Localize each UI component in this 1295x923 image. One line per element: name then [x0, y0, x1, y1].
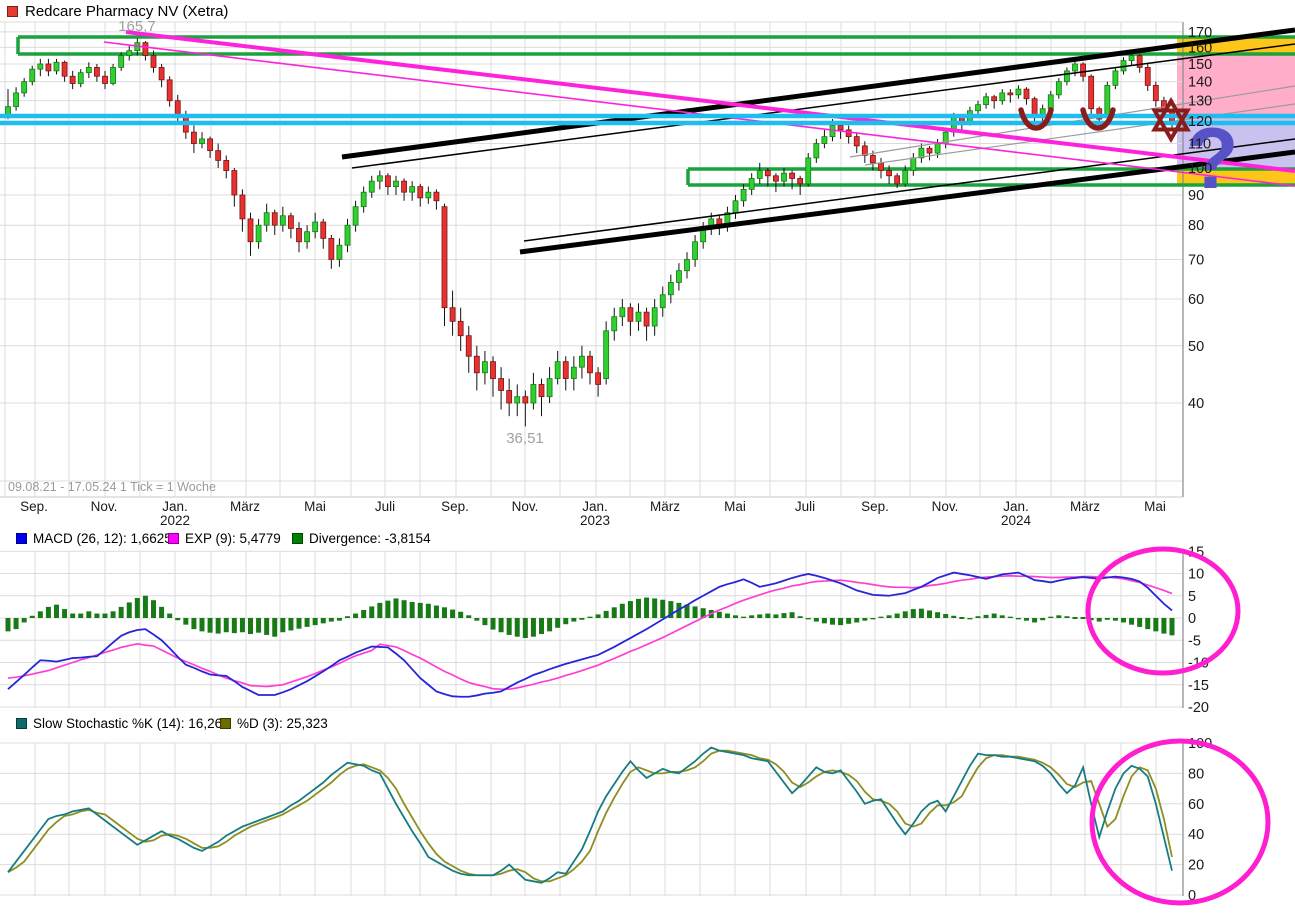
svg-text:2023: 2023 [580, 513, 610, 528]
svg-text:60: 60 [1188, 292, 1204, 308]
svg-text:Sep.: Sep. [441, 499, 469, 514]
svg-text:März: März [1070, 499, 1100, 514]
svg-text:40: 40 [1188, 827, 1204, 843]
stochastic-k-color-icon [16, 718, 27, 729]
divergence-color-icon [292, 533, 303, 544]
svg-text:150: 150 [1188, 57, 1212, 73]
svg-text:40: 40 [1188, 396, 1204, 412]
highlight-circles [1085, 546, 1271, 906]
stochastic-legend: Slow Stochastic %K (14): 16,266 %D (3): … [0, 716, 1295, 732]
divergence-legend-label: Divergence: -3,8154 [309, 531, 431, 546]
instrument-marker-icon [7, 6, 18, 17]
svg-text:März: März [650, 499, 680, 514]
svg-text:0: 0 [1188, 611, 1196, 627]
chart-title-bar: Redcare Pharmacy NV (Xetra) [7, 3, 228, 20]
svg-text:120: 120 [1188, 114, 1212, 130]
svg-text:Nov.: Nov. [91, 499, 118, 514]
svg-text:Juli: Juli [375, 499, 395, 514]
macd-legend-label: MACD (26, 12): 1,6625 [33, 531, 172, 546]
svg-text:20: 20 [1188, 858, 1204, 874]
macd-legend-item: MACD (26, 12): 1,6625 [16, 531, 172, 546]
svg-text:10: 10 [1188, 567, 1204, 583]
green-annotation-lines [16, 35, 1295, 187]
svg-text:160: 160 [1188, 40, 1212, 56]
svg-text:80: 80 [1188, 766, 1204, 782]
svg-text:165,7: 165,7 [118, 18, 156, 35]
trend-lines [0, 27, 1295, 255]
stochastic-d-legend-label: %D (3): 25,323 [237, 716, 328, 731]
svg-text:Jan.: Jan. [162, 499, 188, 514]
svg-text:170: 170 [1188, 25, 1212, 41]
stochastic-d-color-icon [220, 718, 231, 729]
svg-text:80: 80 [1188, 218, 1204, 234]
annotation-marks: ? [1018, 96, 1239, 207]
svg-text:140: 140 [1188, 75, 1212, 91]
svg-text:Sep.: Sep. [20, 499, 48, 514]
gridlines [0, 21, 1184, 896]
svg-text:Nov.: Nov. [512, 499, 539, 514]
svg-text:90: 90 [1188, 188, 1204, 204]
svg-text:110: 110 [1188, 137, 1211, 153]
svg-text:-20: -20 [1188, 700, 1209, 716]
page-title: Redcare Pharmacy NV (Xetra) [25, 3, 229, 20]
svg-text:100: 100 [1188, 161, 1212, 177]
svg-text:Jan.: Jan. [1003, 499, 1029, 514]
main-chart-labels: 165,7 36,51 09.08.21 - 17.05.24 1 Tick = 1… [8, 18, 1212, 528]
exp-legend-item: EXP (9): 5,4779 [168, 531, 281, 546]
svg-text:-15: -15 [1188, 678, 1209, 694]
svg-text:0: 0 [1188, 888, 1196, 904]
macd-legend: MACD (26, 12): 1,6625 EXP (9): 5,4779 Di… [0, 531, 1295, 547]
svg-text:36,51: 36,51 [506, 430, 544, 447]
stochastic-k-legend-label: Slow Stochastic %K (14): 16,266 [33, 716, 230, 731]
svg-text:Sep.: Sep. [861, 499, 889, 514]
question-mark-annotation: ? [1186, 111, 1239, 207]
svg-text:2022: 2022 [160, 513, 190, 528]
svg-text:09.08.21 - 17.05.24 1 Tick =: 09.08.21 - 17.05.24 1 Tick = 1 Woche [8, 480, 216, 494]
stochastic-d-legend-item: %D (3): 25,323 [220, 716, 328, 731]
svg-text:Jan.: Jan. [582, 499, 608, 514]
divergence-legend-item: Divergence: -3,8154 [292, 531, 431, 546]
svg-text:Juli: Juli [795, 499, 815, 514]
svg-text:März: März [230, 499, 260, 514]
svg-text:Mai: Mai [1144, 499, 1166, 514]
exp-legend-label: EXP (9): 5,4779 [185, 531, 281, 546]
macd-color-icon [16, 533, 27, 544]
svg-text:130: 130 [1188, 94, 1212, 110]
svg-text:70: 70 [1188, 252, 1204, 268]
stochastic-k-legend-item: Slow Stochastic %K (14): 16,266 [16, 716, 230, 731]
svg-text:60: 60 [1188, 797, 1204, 813]
svg-text:50: 50 [1188, 339, 1204, 355]
svg-text:Mai: Mai [304, 499, 326, 514]
svg-text:Mai: Mai [724, 499, 746, 514]
svg-text:-5: -5 [1188, 633, 1201, 649]
exp-color-icon [168, 533, 179, 544]
candles [5, 38, 1175, 427]
svg-text:Nov.: Nov. [932, 499, 959, 514]
svg-text:2024: 2024 [1001, 513, 1032, 528]
svg-text:5: 5 [1188, 589, 1196, 605]
